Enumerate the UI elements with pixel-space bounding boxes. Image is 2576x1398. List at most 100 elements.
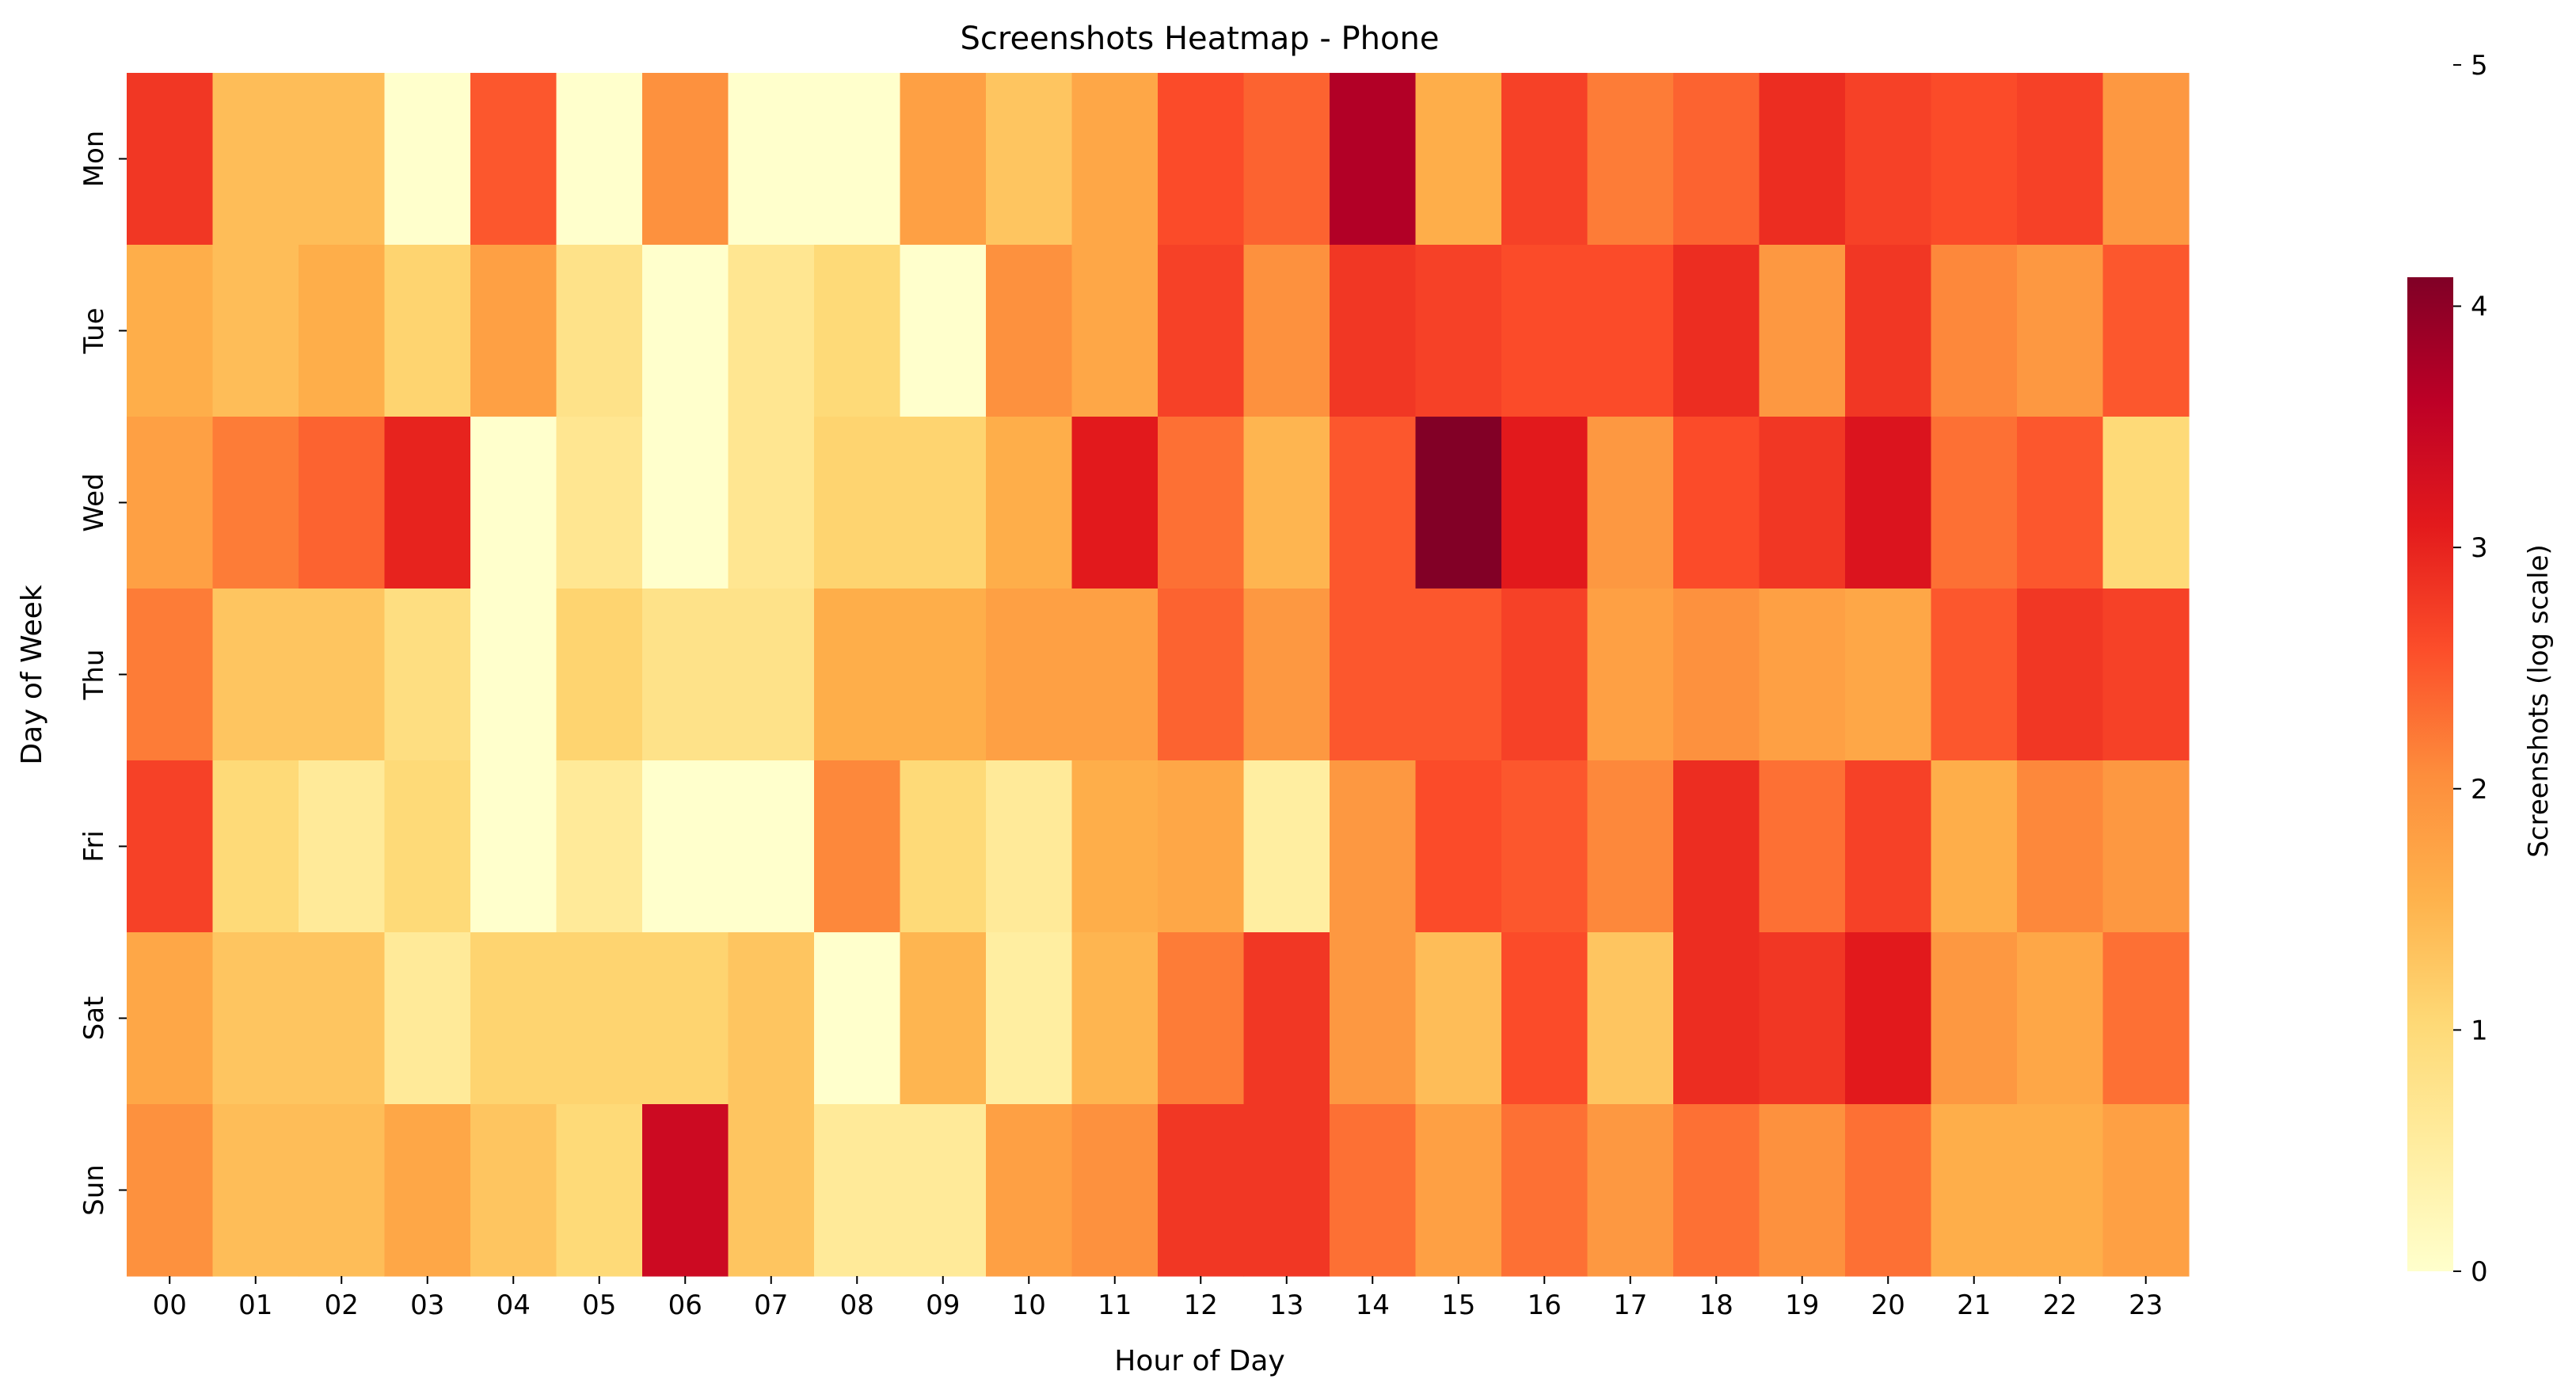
x-tick-label: 20 <box>1871 1289 1905 1321</box>
heatmap-cell-thu-19 <box>1759 589 1846 761</box>
x-tick-label: 07 <box>754 1289 788 1321</box>
heatmap-cell-tue-04 <box>470 245 557 417</box>
heatmap-cell-wed-13 <box>1243 417 1330 589</box>
heatmap-cell-fri-03 <box>384 760 471 933</box>
heatmap-cell-mon-03 <box>384 73 471 246</box>
heatmap-cell-wed-18 <box>1673 417 1760 589</box>
colorbar: 0 1 2 3 4 5 Screenshots (log scale) <box>2407 50 2555 1288</box>
heatmap-cell-wed-15 <box>1415 417 1502 589</box>
heatmap-cell-sat-08 <box>814 932 901 1105</box>
heatmap-cell-tue-12 <box>1158 245 1245 417</box>
heatmap-cell-tue-13 <box>1243 245 1330 417</box>
heatmap-cell-tue-23 <box>2102 245 2190 417</box>
heatmap-cell-thu-17 <box>1587 589 1674 761</box>
heatmap-cell-sun-00 <box>127 1104 214 1277</box>
heatmap-cell-wed-08 <box>814 417 901 589</box>
heatmap-cell-tue-05 <box>556 245 643 417</box>
x-tick-label: 09 <box>926 1289 960 1321</box>
heatmap-cell-thu-16 <box>1501 589 1589 761</box>
heatmap-cell-wed-05 <box>556 417 643 589</box>
x-tick-label: 12 <box>1184 1289 1218 1321</box>
heatmap-cell-sat-03 <box>384 932 471 1105</box>
heatmap-cell-tue-08 <box>814 245 901 417</box>
x-axis-ticks: 00 01 02 03 04 05 06 07 08 09 10 11 12 13 14 15 16 17 18 19… <box>153 1276 2163 1321</box>
heatmap-cell-sun-18 <box>1673 1104 1760 1277</box>
colorbar-tick-label: 2 <box>2471 774 2488 806</box>
heatmap-cell-fri-15 <box>1415 760 1502 933</box>
heatmap-cell-thu-14 <box>1330 589 1417 761</box>
heatmap-cell-thu-22 <box>2017 589 2104 761</box>
heatmap-cell-mon-12 <box>1158 73 1245 246</box>
x-axis-label: Hour of Day <box>1114 1345 1284 1377</box>
heatmap-cell-tue-02 <box>299 245 386 417</box>
heatmap-cell-mon-05 <box>556 73 643 246</box>
colorbar-gradient <box>2407 277 2453 1271</box>
heatmap-cell-tue-17 <box>1587 245 1674 417</box>
heatmap-cell-sun-02 <box>299 1104 386 1277</box>
x-tick-label: 16 <box>1528 1289 1562 1321</box>
heatmap-cell-mon-00 <box>127 73 214 246</box>
heatmap-cell-sun-21 <box>1931 1104 2018 1277</box>
heatmap-cell-mon-13 <box>1243 73 1330 246</box>
heatmap-cell-mon-18 <box>1673 73 1760 246</box>
heatmap-cell-tue-06 <box>642 245 729 417</box>
heatmap-cell-fri-12 <box>1158 760 1245 933</box>
heatmap-cell-thu-21 <box>1931 589 2018 761</box>
heatmap-cell-fri-16 <box>1501 760 1589 933</box>
heatmap-cell-wed-22 <box>2017 417 2104 589</box>
heatmap-cell-mon-16 <box>1501 73 1589 246</box>
x-tick-label: 19 <box>1785 1289 1819 1321</box>
heatmap-cell-wed-21 <box>1931 417 2018 589</box>
heatmap-cell-tue-11 <box>1071 245 1159 417</box>
y-tick-label: Fri <box>78 830 110 863</box>
heatmap-cell-sat-07 <box>728 932 815 1105</box>
heatmap-cell-wed-03 <box>384 417 471 589</box>
heatmap-cell-tue-18 <box>1673 245 1760 417</box>
heatmap-cell-thu-03 <box>384 589 471 761</box>
heatmap-cell-wed-11 <box>1071 417 1159 589</box>
heatmap-cell-sun-13 <box>1243 1104 1330 1277</box>
heatmap-cell-sat-21 <box>1931 932 2018 1105</box>
x-tick-label: 04 <box>497 1289 531 1321</box>
x-tick-label: 03 <box>410 1289 444 1321</box>
heatmap-cell-thu-20 <box>1845 589 1932 761</box>
heatmap-cell-sun-07 <box>728 1104 815 1277</box>
heatmap-cell-fri-06 <box>642 760 729 933</box>
heatmap-cell-thu-11 <box>1071 589 1159 761</box>
heatmap-cell-fri-21 <box>1931 760 2018 933</box>
heatmap-cells <box>127 73 2190 1277</box>
y-axis-label: Day of Week <box>16 585 48 764</box>
heatmap-cell-sun-19 <box>1759 1104 1846 1277</box>
heatmap-cell-mon-01 <box>212 73 299 246</box>
colorbar-tick-label: 4 <box>2471 291 2488 323</box>
heatmap-cell-sat-00 <box>127 932 214 1105</box>
heatmap-cell-sat-12 <box>1158 932 1245 1105</box>
heatmap-cell-wed-17 <box>1587 417 1674 589</box>
x-tick-label: 00 <box>153 1289 187 1321</box>
heatmap-cell-mon-19 <box>1759 73 1846 246</box>
colorbar-tick-label: 0 <box>2471 1256 2488 1288</box>
heatmap-cell-fri-01 <box>212 760 299 933</box>
heatmap-cell-wed-16 <box>1501 417 1589 589</box>
heatmap-cell-sat-11 <box>1071 932 1159 1105</box>
heatmap-cell-thu-01 <box>212 589 299 761</box>
heatmap-cell-wed-04 <box>470 417 557 589</box>
x-tick-label: 15 <box>1441 1289 1475 1321</box>
heatmap-cell-thu-15 <box>1415 589 1502 761</box>
x-tick-label: 18 <box>1699 1289 1733 1321</box>
y-tick-label: Tue <box>78 307 110 354</box>
heatmap-cell-mon-04 <box>470 73 557 246</box>
heatmap-cell-tue-22 <box>2017 245 2104 417</box>
x-tick-label: 23 <box>2129 1289 2163 1321</box>
heatmap-cell-sun-03 <box>384 1104 471 1277</box>
heatmap-cell-mon-20 <box>1845 73 1932 246</box>
heatmap-cell-tue-09 <box>900 245 987 417</box>
heatmap-cell-mon-02 <box>299 73 386 246</box>
heatmap-cell-wed-14 <box>1330 417 1417 589</box>
x-tick-label: 08 <box>840 1289 874 1321</box>
heatmap-cell-fri-11 <box>1071 760 1159 933</box>
heatmap-cell-sat-01 <box>212 932 299 1105</box>
heatmap-cell-sat-20 <box>1845 932 1932 1105</box>
heatmap-cell-fri-04 <box>470 760 557 933</box>
heatmap-cell-fri-10 <box>986 760 1073 933</box>
